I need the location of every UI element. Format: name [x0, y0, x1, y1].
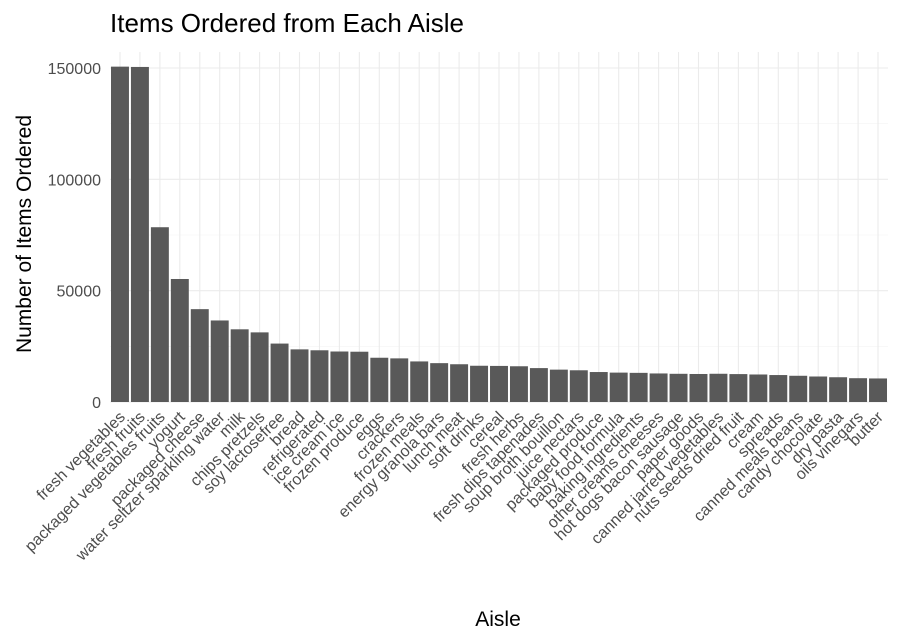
bar: [390, 358, 409, 402]
bar: [589, 372, 608, 402]
bar: [509, 366, 528, 402]
y-tick-label: 150000: [48, 61, 101, 78]
bar: [190, 309, 209, 402]
bar: [250, 332, 269, 402]
y-tick-label: 0: [92, 395, 101, 412]
bar: [350, 351, 369, 402]
bar: [430, 363, 449, 402]
bar: [130, 66, 149, 403]
bar: [549, 369, 568, 402]
bar: [330, 351, 349, 402]
bar: [410, 361, 429, 402]
x-axis-title: Aisle: [475, 608, 521, 631]
bar: [629, 372, 648, 402]
bar: [470, 365, 489, 402]
bars: [110, 66, 888, 403]
bar: [170, 278, 189, 402]
chart-title: Items Ordered from Each Aisle: [110, 8, 464, 38]
bar: [290, 349, 309, 402]
bar: [529, 368, 548, 402]
bar: [769, 375, 788, 402]
bar: [210, 320, 229, 402]
y-tick-label: 50000: [57, 284, 102, 301]
bar: [150, 227, 169, 402]
bar: [230, 329, 249, 402]
bar: [789, 375, 808, 402]
bar: [450, 364, 469, 402]
bar: [709, 373, 728, 402]
bar: [669, 373, 688, 402]
bar: [829, 377, 848, 402]
y-tick-label: 100000: [48, 172, 101, 189]
bar: [729, 374, 748, 402]
bar: [869, 378, 888, 402]
bar: [609, 372, 628, 402]
bar: [569, 370, 588, 402]
y-axis-title: Number of Items Ordered: [13, 115, 36, 353]
bar: [270, 343, 289, 402]
bar: [849, 378, 868, 402]
bar: [370, 357, 389, 402]
bar: [490, 365, 508, 402]
bar: [310, 350, 329, 402]
bar: [110, 66, 129, 403]
bar: [689, 373, 708, 402]
bar: [649, 373, 668, 402]
bar: [749, 374, 768, 402]
bar: [809, 376, 828, 402]
y-axis-ticks: 0 50000 100000 150000: [48, 61, 101, 412]
